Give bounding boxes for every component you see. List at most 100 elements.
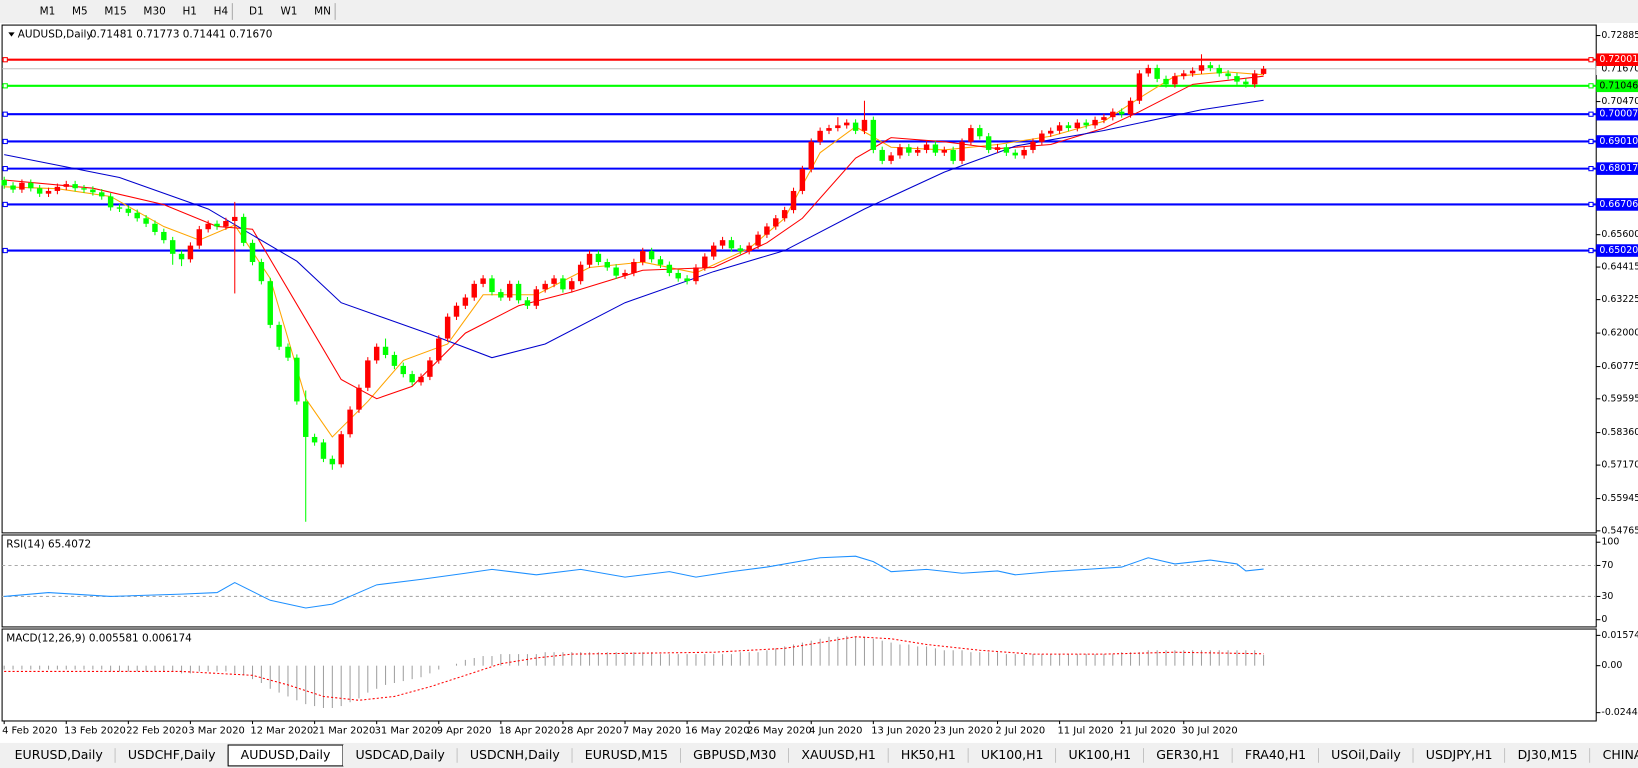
tab[interactable] bbox=[342, 745, 458, 766]
tab[interactable] bbox=[1318, 745, 1414, 766]
y-tick-label: 0.60775 bbox=[1601, 361, 1638, 372]
moving-average bbox=[4, 75, 1264, 400]
tab-label[interactable]: USDCHF,Daily bbox=[128, 747, 216, 762]
level-handle bbox=[1588, 247, 1594, 254]
candle-body bbox=[19, 182, 25, 190]
candle-body bbox=[1145, 67, 1151, 74]
tab[interactable] bbox=[1505, 745, 1591, 766]
tab-label[interactable]: USDCAD,Daily bbox=[355, 747, 445, 762]
level-label-box bbox=[1596, 135, 1638, 148]
tab-label[interactable]: HK50,H1 bbox=[901, 747, 956, 762]
tab-label[interactable]: DJ30,M15 bbox=[1518, 747, 1578, 762]
tab[interactable] bbox=[115, 745, 229, 766]
y-tick-label: 0.70470 bbox=[1601, 96, 1638, 107]
candle-body bbox=[303, 401, 309, 437]
candle-body bbox=[808, 141, 814, 170]
candle-body bbox=[223, 221, 229, 227]
x-tick-label: 11 Jul 2020 bbox=[1058, 725, 1114, 736]
y-tick-label: 0.58360 bbox=[1601, 427, 1638, 438]
candle-body bbox=[746, 245, 752, 252]
tab-label[interactable]: EURUSD,M15 bbox=[585, 747, 668, 762]
candle-body bbox=[879, 149, 885, 161]
candle-body bbox=[817, 130, 823, 142]
timeframe-button[interactable]: D1 bbox=[249, 5, 264, 17]
candle-body bbox=[764, 226, 770, 235]
tab-label[interactable]: EURUSD,Daily bbox=[15, 747, 104, 762]
candle-body bbox=[586, 253, 593, 265]
candle-body bbox=[515, 283, 522, 301]
tab[interactable] bbox=[788, 745, 889, 766]
candle-body bbox=[347, 409, 353, 435]
candle-body bbox=[205, 223, 211, 230]
level-label: 0.68017 bbox=[1599, 163, 1638, 174]
tab-label[interactable]: GER30,H1 bbox=[1156, 747, 1220, 762]
candle-body bbox=[453, 305, 460, 317]
tab[interactable] bbox=[2, 745, 116, 766]
timeframe-button[interactable]: H1 bbox=[182, 5, 196, 17]
level-label: 0.65020 bbox=[1599, 245, 1638, 256]
level-handle bbox=[1588, 111, 1594, 117]
tab-label[interactable]: GBPUSD,M30 bbox=[693, 747, 776, 762]
candle-body bbox=[551, 278, 557, 284]
timeframe-button[interactable]: M5 bbox=[72, 5, 88, 17]
tab-label[interactable]: FRA40,H1 bbox=[1245, 747, 1306, 762]
tab[interactable] bbox=[1232, 745, 1319, 766]
macd-signal bbox=[4, 636, 1264, 701]
tab-label[interactable]: UK100,H1 bbox=[1069, 747, 1132, 762]
tab[interactable] bbox=[1413, 745, 1506, 766]
candle-body bbox=[444, 316, 451, 339]
y-tick-label: 0.62000 bbox=[1601, 328, 1638, 339]
tab-label[interactable]: USDJPY,H1 bbox=[1426, 747, 1493, 762]
timeframe-button[interactable]: M1 bbox=[40, 5, 56, 17]
rsi-title: RSI(14) 65.4072 bbox=[6, 538, 91, 550]
timeframe-button[interactable]: H4 bbox=[214, 5, 229, 17]
tab-label[interactable]: USOil,Daily bbox=[1331, 747, 1401, 762]
tab[interactable] bbox=[888, 745, 969, 766]
y-tick-label: 0.54765 bbox=[1601, 525, 1638, 536]
candle-body bbox=[10, 185, 16, 190]
candle-body bbox=[959, 141, 965, 161]
candle-body bbox=[382, 346, 389, 355]
candle-body bbox=[338, 434, 344, 465]
x-tick-label: 9 Apr 2020 bbox=[437, 725, 492, 736]
x-tick-label: 12 Mar 2020 bbox=[250, 725, 313, 736]
candle-body bbox=[391, 354, 398, 366]
tab[interactable] bbox=[1056, 745, 1144, 766]
candle-body bbox=[595, 253, 602, 263]
tab-label[interactable]: XAUUSD,H1 bbox=[801, 747, 875, 762]
tab-label[interactable]: CHINA300,H4 bbox=[1603, 747, 1638, 762]
tab[interactable] bbox=[1590, 745, 1638, 766]
tab-label[interactable]: UK100,H1 bbox=[981, 747, 1044, 762]
tab-label[interactable]: USDCNH,Daily bbox=[470, 747, 560, 762]
tab[interactable] bbox=[968, 745, 1057, 766]
candle-body bbox=[72, 184, 78, 189]
x-tick-label: 22 Feb 2020 bbox=[126, 725, 188, 736]
tab[interactable] bbox=[572, 745, 681, 766]
timeframe-button[interactable]: W1 bbox=[280, 5, 297, 17]
candle-body bbox=[418, 376, 424, 383]
candle-body bbox=[1039, 133, 1045, 142]
level-handle bbox=[1588, 138, 1594, 145]
candle-body bbox=[258, 262, 265, 282]
candle-body bbox=[1260, 68, 1267, 74]
candle-body bbox=[1234, 76, 1240, 82]
candle-body bbox=[835, 125, 841, 129]
timeframe-button[interactable]: M15 bbox=[104, 5, 126, 17]
candle-body bbox=[781, 210, 788, 219]
collapse-icon bbox=[8, 32, 15, 37]
candle-body bbox=[1101, 117, 1107, 120]
candle-body bbox=[161, 231, 167, 241]
candle-body bbox=[107, 196, 114, 208]
tab[interactable] bbox=[1143, 745, 1233, 766]
rsi-frame bbox=[1, 534, 1597, 628]
candle-body bbox=[977, 128, 983, 137]
candle-body bbox=[1056, 125, 1063, 131]
tab-label[interactable]: AUDUSD,Daily bbox=[241, 747, 331, 762]
candle-body bbox=[923, 144, 930, 150]
tab[interactable] bbox=[457, 745, 573, 766]
tab[interactable] bbox=[680, 745, 789, 766]
x-tick-label: 7 May 2020 bbox=[623, 725, 681, 736]
timeframe-button[interactable]: MN bbox=[314, 5, 331, 17]
timeframe-button[interactable]: M30 bbox=[143, 5, 165, 17]
y-tick-label: 0.63225 bbox=[1601, 294, 1638, 305]
